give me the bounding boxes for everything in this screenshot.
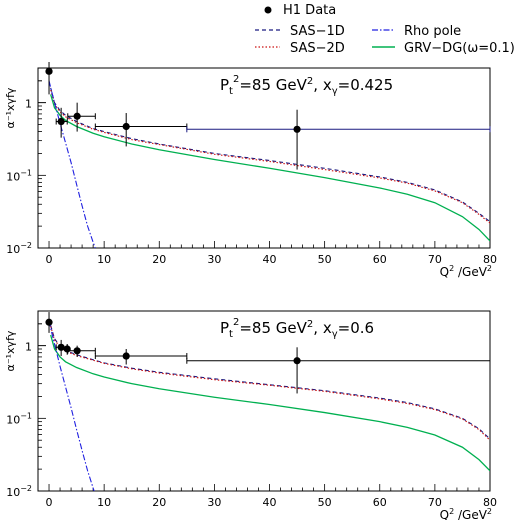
y-tick-label: 10−1	[6, 411, 32, 426]
legend: H1 Data SAS−1D Rho pole SAS−2D GRV−DG(ω=…	[255, 3, 515, 56]
x-tick-label: 70	[428, 496, 442, 509]
series-line-sas-1d	[50, 87, 490, 223]
x-tick-label: 20	[152, 496, 166, 509]
data-point	[45, 312, 53, 333]
x-tick-label: 0	[46, 496, 53, 509]
x-tick-label: 30	[207, 496, 221, 509]
legend-label-rho-pole: Rho pole	[404, 24, 461, 39]
legend-label-sas1d: SAS−1D	[290, 24, 345, 39]
legend-item-h1-data: H1 Data	[264, 3, 336, 18]
data-marker	[63, 345, 71, 353]
plot-frame	[37, 310, 491, 492]
data-marker	[73, 347, 81, 355]
data-marker	[57, 343, 65, 351]
data-marker	[45, 318, 53, 326]
data-marker	[73, 112, 81, 120]
plot-frame	[37, 67, 491, 249]
data-point	[186, 347, 491, 394]
panel-annotation: Pt2=85 GeV2, xγ=0.425	[220, 74, 393, 97]
legend-item-sas1d: SAS−1D	[255, 24, 345, 39]
x-tick-label: 10	[97, 496, 111, 509]
series-line-sas-2d	[50, 326, 490, 441]
x-tick-label: 80	[483, 496, 497, 509]
data-marker	[122, 352, 130, 360]
legend-marker-h1-data	[264, 6, 272, 14]
y-axis-label: α⁻¹xγfγ	[4, 330, 17, 371]
x-tick-label: 50	[318, 496, 332, 509]
data-marker	[122, 122, 130, 131]
legend-item-sas2d: SAS−2D	[255, 41, 345, 56]
y-tick-label: 1	[25, 98, 32, 111]
legend-item-grv-dg: GRV−DG(ω=0.1)	[372, 41, 515, 56]
x-tick-label: 60	[373, 253, 387, 266]
series-line-grv-dg-0-1	[50, 334, 490, 472]
data-marker	[293, 357, 301, 365]
legend-label-h1-data: H1 Data	[283, 3, 336, 18]
y-axis-label: α⁻¹xγfγ	[4, 87, 17, 128]
data-marker	[45, 67, 53, 75]
series-line-sas-2d	[50, 89, 490, 224]
x-tick-label: 20	[152, 253, 166, 266]
legend-label-sas2d: SAS−2D	[290, 41, 345, 56]
data-marker	[57, 117, 65, 126]
x-tick-label: 60	[373, 496, 387, 509]
x-tick-label: 40	[263, 253, 277, 266]
series-line-sas-1d	[50, 325, 490, 440]
y-tick-label: 10−1	[6, 168, 32, 183]
x-tick-label: 40	[263, 496, 277, 509]
series-line-rho-pole	[48, 80, 96, 248]
data-point	[63, 344, 71, 355]
legend-label-grv-dg: GRV−DG(ω=0.1)	[404, 41, 515, 56]
series-line-grv-dg-0-1	[50, 94, 490, 242]
x-tick-label: 80	[483, 253, 497, 266]
x-axis-label: Q2 /GeV2	[440, 507, 492, 520]
data-point	[67, 345, 96, 357]
x-tick-label: 30	[207, 253, 221, 266]
y-tick-label: 1	[25, 341, 32, 354]
x-tick-label: 70	[428, 253, 442, 266]
series-line-rho-pole	[48, 320, 95, 491]
panel-annotation: Pt2=85 GeV2, xγ=0.6	[220, 317, 374, 340]
y-tick-label: 10−2	[6, 241, 32, 256]
x-tick-label: 50	[318, 253, 332, 266]
chart-panel-bottom: 0 10 20 30 40 50 60 70 80 10−2 10−1 1 Pt2=85 GeV2, x…	[4, 310, 497, 520]
data-point	[67, 102, 96, 132]
data-marker	[293, 125, 301, 133]
data-point	[94, 113, 188, 147]
data-point	[45, 62, 53, 95]
x-axis-label: Q2 /GeV2	[440, 264, 492, 279]
data-point	[186, 109, 491, 170]
legend-item-rho-pole: Rho pole	[372, 24, 461, 39]
x-tick-label: 10	[97, 253, 111, 266]
x-tick-label: 0	[46, 253, 53, 266]
data-point	[94, 348, 188, 365]
chart-panel-top: 0 10 20 30 40 50 60 70 80 10−2 10−1 1 Pt2=85 GeV2, x…	[4, 62, 497, 279]
data-point	[55, 107, 68, 138]
y-tick-label: 10−2	[6, 484, 32, 499]
